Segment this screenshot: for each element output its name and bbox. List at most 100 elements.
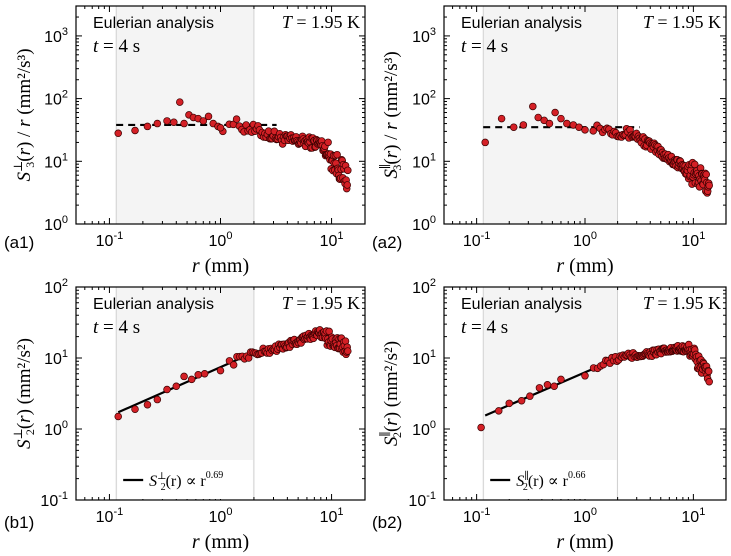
x-tick-label: 10-1 bbox=[463, 230, 491, 250]
data-point bbox=[143, 122, 152, 131]
data-point bbox=[344, 347, 352, 355]
data-point bbox=[557, 114, 565, 123]
y-tick-label: 100 bbox=[44, 419, 68, 439]
data-points bbox=[477, 340, 713, 432]
y-tick-label: 102 bbox=[44, 89, 68, 109]
y-tick-label: 100 bbox=[412, 214, 436, 234]
data-point bbox=[176, 98, 184, 106]
x-axis-label: r (mm) bbox=[192, 531, 249, 553]
data-point bbox=[702, 170, 710, 179]
x-axis-label: r (mm) bbox=[556, 531, 613, 553]
y-tick-label: 102 bbox=[412, 277, 436, 297]
panel-label: (a1) bbox=[4, 233, 34, 252]
x-axis-label: r (mm) bbox=[556, 255, 613, 277]
data-point bbox=[509, 123, 518, 131]
tick-marks bbox=[443, 5, 727, 225]
y-tick-label: 10-1 bbox=[40, 490, 68, 510]
x-tick-label: 100 bbox=[573, 506, 597, 526]
data-points bbox=[481, 102, 713, 197]
temperature-label: T = 1.95 K bbox=[643, 293, 721, 313]
time-label: t = 4 s bbox=[461, 36, 508, 57]
panel-label: (a2) bbox=[372, 233, 402, 252]
y-tick-label: 10-1 bbox=[408, 490, 436, 510]
data-point bbox=[114, 129, 122, 138]
legend-label: S∥ 2(r) ∝ r0.66 bbox=[516, 470, 585, 493]
data-point bbox=[163, 117, 171, 125]
panel-a2: 10-1 100 101 100 101 102 103 Eulerian analysis t… bbox=[372, 5, 727, 277]
data-point bbox=[705, 378, 713, 386]
data-point bbox=[153, 119, 162, 128]
data-point bbox=[705, 181, 713, 190]
data-point bbox=[163, 385, 171, 394]
data-points bbox=[114, 326, 352, 421]
data-point bbox=[494, 407, 503, 415]
panel-a1: 10-1 100 101 100 101 102 103 Eulerian analysis t… bbox=[4, 5, 366, 277]
y-axis-label: S⊥2(r) (mm²/s²) bbox=[11, 338, 37, 449]
y-axis-label: S∥2(r) (mm²/s²) bbox=[378, 341, 404, 446]
data-point bbox=[563, 119, 571, 128]
data-point bbox=[550, 382, 558, 391]
data-point bbox=[344, 166, 352, 175]
data-point bbox=[180, 119, 188, 128]
data-point bbox=[216, 124, 225, 132]
temperature-label: T = 1.95 K bbox=[282, 12, 360, 32]
annotation-label: Eulerian analysis bbox=[461, 296, 582, 313]
x-tick-label: 100 bbox=[209, 230, 233, 250]
data-point bbox=[131, 126, 139, 135]
y-tick-label: 100 bbox=[44, 214, 68, 234]
y-tick-label: 103 bbox=[412, 26, 436, 46]
data-point bbox=[581, 126, 589, 134]
panel-b2: 10-1 100 101 10-1 100 101 102 Eulerian analysis… bbox=[372, 277, 727, 553]
x-tick-label: 10-1 bbox=[96, 506, 124, 526]
data-point bbox=[477, 423, 485, 432]
annotation-label: Eulerian analysis bbox=[93, 15, 214, 32]
data-point bbox=[526, 392, 534, 400]
data-point bbox=[497, 114, 506, 123]
data-point bbox=[200, 370, 209, 378]
shaded-inertial-range bbox=[482, 5, 619, 225]
x-tick-label: 101 bbox=[681, 230, 705, 250]
data-point bbox=[232, 115, 241, 123]
data-point bbox=[143, 400, 152, 409]
x-axis-label: r (mm) bbox=[192, 255, 249, 277]
x-tick-label: 10-1 bbox=[96, 230, 124, 250]
shaded-inertial-range bbox=[115, 5, 255, 225]
temperature-label: T = 1.95 K bbox=[643, 12, 721, 32]
data-point bbox=[535, 384, 544, 392]
data-point bbox=[543, 380, 552, 389]
y-tick-label: 101 bbox=[44, 151, 68, 171]
data-point bbox=[216, 366, 225, 375]
y-tick-label: 102 bbox=[44, 277, 68, 297]
x-tick-label: 101 bbox=[320, 506, 344, 526]
x-tick-label: 100 bbox=[573, 230, 597, 250]
data-point bbox=[589, 127, 597, 135]
y-tick-label: 102 bbox=[412, 89, 436, 109]
tick-marks bbox=[75, 5, 366, 225]
data-point bbox=[551, 108, 559, 117]
tick-marks bbox=[75, 286, 366, 501]
time-label: t = 4 s bbox=[93, 317, 140, 338]
data-point bbox=[131, 405, 139, 413]
data-point bbox=[204, 112, 213, 121]
data-point bbox=[180, 372, 188, 381]
data-point bbox=[333, 150, 341, 159]
time-label: t = 4 s bbox=[461, 317, 508, 338]
y-tick-label: 101 bbox=[412, 348, 436, 368]
data-point bbox=[194, 371, 202, 379]
data-point bbox=[170, 118, 178, 126]
data-point bbox=[534, 113, 542, 122]
y-tick-label: 101 bbox=[44, 348, 68, 368]
data-point bbox=[581, 372, 589, 380]
annotation-label: Eulerian analysis bbox=[461, 15, 582, 32]
panel-label: (b2) bbox=[372, 513, 402, 532]
data-point bbox=[343, 181, 352, 189]
data-points bbox=[114, 98, 352, 193]
y-axis-label: S∥3(r) / r (mm²/s³) bbox=[378, 51, 404, 178]
data-point bbox=[153, 395, 162, 404]
data-point bbox=[229, 361, 238, 369]
x-tick-label: 101 bbox=[681, 506, 705, 526]
y-axis-label: S⊥3(r) / r (mm²/s³) bbox=[11, 48, 37, 181]
data-point bbox=[704, 367, 713, 376]
data-point bbox=[187, 375, 196, 384]
